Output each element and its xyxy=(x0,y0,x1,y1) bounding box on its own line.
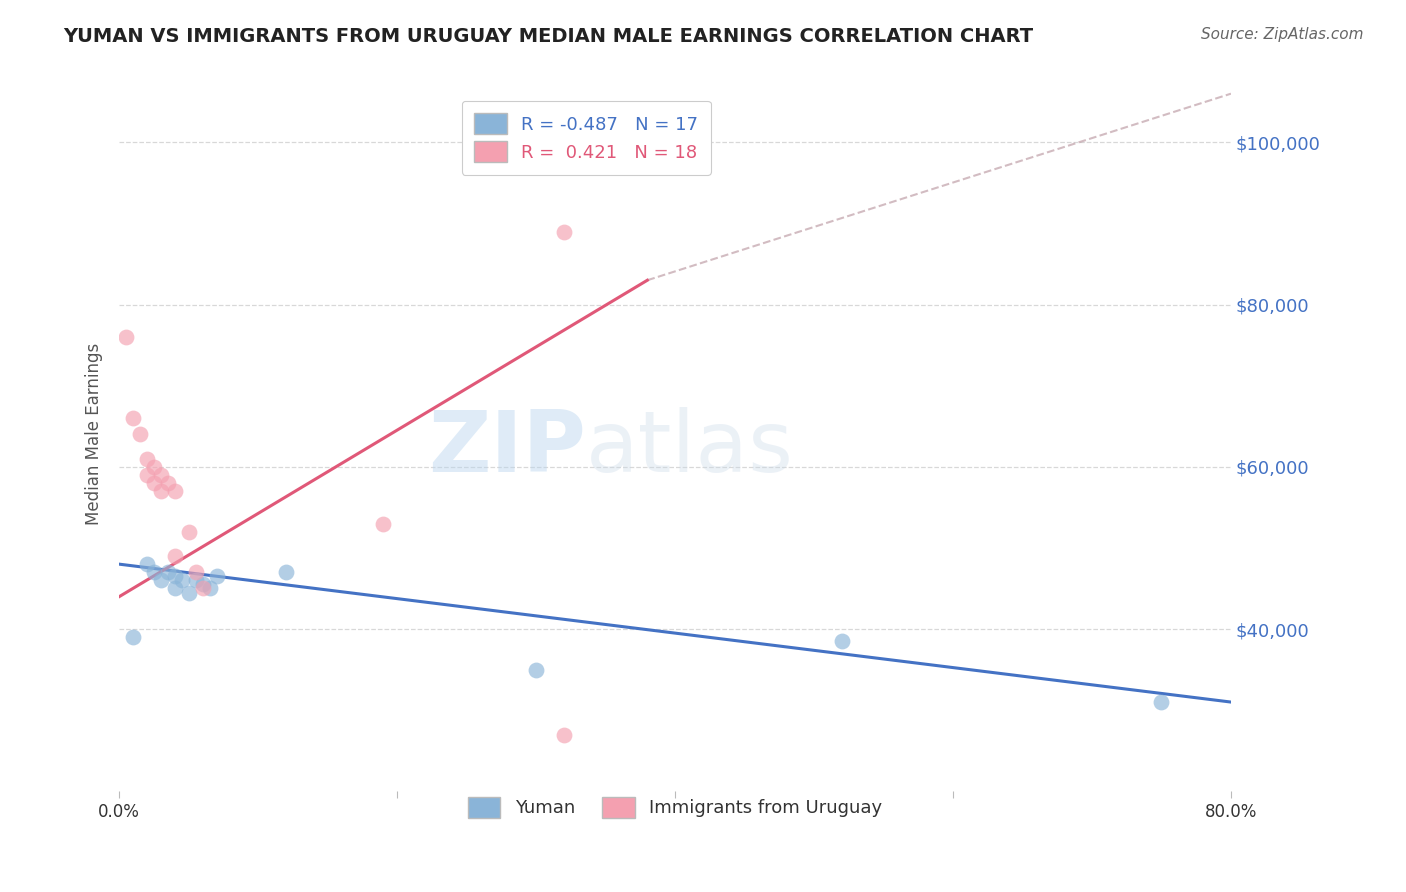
Point xyxy=(170,574,193,588)
Point xyxy=(524,663,547,677)
Point xyxy=(184,574,207,588)
Text: ZIP: ZIP xyxy=(429,407,586,490)
Point xyxy=(274,566,297,580)
Text: atlas: atlas xyxy=(586,407,794,490)
Point xyxy=(115,330,138,344)
Legend: Yuman, Immigrants from Uruguay: Yuman, Immigrants from Uruguay xyxy=(461,789,890,825)
Point xyxy=(163,484,186,499)
Point xyxy=(122,411,145,425)
Text: YUMAN VS IMMIGRANTS FROM URUGUAY MEDIAN MALE EARNINGS CORRELATION CHART: YUMAN VS IMMIGRANTS FROM URUGUAY MEDIAN … xyxy=(63,27,1033,45)
Point xyxy=(205,569,228,583)
Point xyxy=(136,451,159,466)
Point xyxy=(143,566,166,580)
Point xyxy=(191,577,214,591)
Y-axis label: Median Male Earnings: Median Male Earnings xyxy=(86,343,103,525)
Point xyxy=(156,476,179,491)
Point xyxy=(149,467,172,482)
Point xyxy=(149,574,172,588)
Point xyxy=(156,566,179,580)
Point xyxy=(553,727,575,741)
Point xyxy=(122,630,145,644)
Point xyxy=(1150,695,1173,709)
Point xyxy=(177,524,200,539)
Point xyxy=(129,427,152,442)
Point xyxy=(136,557,159,571)
Text: Source: ZipAtlas.com: Source: ZipAtlas.com xyxy=(1201,27,1364,42)
Point xyxy=(184,566,207,580)
Point xyxy=(143,476,166,491)
Point xyxy=(831,634,853,648)
Point xyxy=(373,516,395,531)
Point xyxy=(136,467,159,482)
Point xyxy=(198,582,221,596)
Point xyxy=(163,549,186,563)
Point xyxy=(553,225,575,239)
Point xyxy=(177,585,200,599)
Point xyxy=(163,582,186,596)
Point xyxy=(191,582,214,596)
Point xyxy=(163,569,186,583)
Point xyxy=(149,484,172,499)
Point xyxy=(143,459,166,474)
